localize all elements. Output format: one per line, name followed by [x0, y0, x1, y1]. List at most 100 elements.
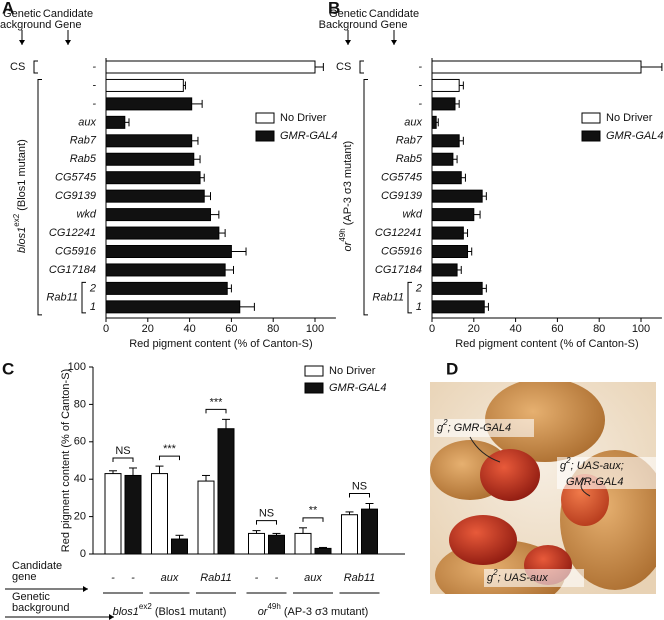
bar	[105, 78, 184, 92]
legend-swatch	[581, 112, 601, 124]
x-tick-label: 0	[103, 323, 109, 335]
x-tick-label: 80	[267, 323, 279, 335]
x-tick-label: 60	[551, 323, 563, 335]
arrow	[469, 436, 501, 463]
row-label: -	[418, 61, 422, 73]
row-label: gene	[12, 571, 36, 583]
control-label: CS	[336, 61, 351, 73]
photo-label-part: g	[437, 422, 444, 434]
row-label: aux	[404, 116, 422, 128]
row-label: CG5916	[55, 245, 97, 257]
background-label-part: (Blos1 mutant)	[152, 606, 227, 618]
row-label: 2	[89, 282, 96, 294]
bar	[151, 473, 168, 555]
bar	[105, 152, 195, 166]
photo-label-part: 2	[565, 456, 571, 465]
y-tick-label: 20	[74, 511, 86, 523]
background-label: blos1ex2 (Blos1 mutant)	[113, 602, 227, 618]
photo-label-part: ; UAS-aux;	[571, 460, 624, 472]
bar	[171, 538, 188, 555]
genotype-label: blos1ex2 (Blos1 mutant)	[12, 139, 28, 253]
bar	[105, 226, 220, 240]
row-label: Genetic	[12, 591, 50, 603]
bar	[105, 245, 232, 258]
bar	[105, 60, 316, 74]
group-label: Rab11	[46, 292, 78, 304]
row-label: CG9139	[55, 190, 96, 202]
panel-label: B	[328, 0, 340, 17]
row-label: -	[418, 79, 422, 91]
row-label: Rab5	[396, 153, 423, 165]
row-label: 1	[416, 301, 422, 313]
bar	[431, 189, 483, 203]
bar	[431, 263, 458, 277]
significance-bracket	[349, 493, 370, 498]
bar	[105, 208, 211, 222]
bracket	[359, 60, 364, 74]
background-label-part: 49h	[267, 602, 280, 611]
x-tick-label: 20	[468, 323, 480, 335]
x-tick-label: 80	[593, 323, 605, 335]
bar	[294, 532, 312, 555]
significance-label: **	[309, 505, 318, 517]
arrow	[580, 477, 591, 497]
bar	[431, 208, 475, 222]
significance-bracket	[205, 408, 227, 414]
photo-label: g2; UAS-aux	[487, 568, 548, 584]
bracket	[33, 60, 38, 74]
row-label: CG9139	[381, 190, 422, 202]
photo-label-part: g	[487, 572, 494, 584]
significance-bracket	[159, 455, 180, 461]
y-tick-label: 100	[68, 361, 86, 373]
significance-label: ***	[163, 443, 177, 455]
category-label: aux	[304, 572, 322, 584]
photo-label-part: ; GMR-GAL4	[448, 422, 512, 434]
row-label: -	[418, 98, 422, 110]
photo-label-part: 2	[442, 418, 448, 427]
bar	[314, 547, 332, 555]
genotype-label-part: (Blos1 mutant)	[16, 139, 28, 214]
bar	[105, 115, 126, 129]
bar	[104, 473, 122, 555]
x-tick-label: 0	[429, 323, 435, 335]
significance-bracket	[302, 517, 324, 522]
y-tick-label: 0	[80, 548, 86, 560]
legend-label: GMR-GAL4	[329, 382, 386, 394]
photo-label-part: ; UAS-aux	[498, 572, 549, 584]
row-label: -	[92, 98, 96, 110]
bar	[105, 263, 226, 277]
bracket	[37, 78, 42, 316]
row-label: wkd	[402, 209, 422, 221]
row-label: 2	[415, 282, 422, 294]
y-axis-label: Red pigment content (% of Canton-S)	[60, 369, 72, 552]
bar	[105, 189, 205, 203]
row-label: background	[12, 602, 70, 614]
row-label: CG5745	[381, 172, 423, 184]
row-label: -	[92, 61, 96, 73]
significance-label: NS	[352, 480, 367, 492]
column-header: Candidate	[369, 8, 419, 20]
bar	[268, 534, 285, 555]
bar	[105, 134, 193, 148]
legend-swatch	[304, 365, 324, 377]
bar	[431, 60, 642, 74]
genotype-label-part: (AP-3 σ3 mutant)	[342, 141, 354, 228]
row-label: 1	[90, 301, 96, 313]
x-axis-label: Red pigment content (% of Canton-S)	[129, 338, 312, 350]
legend-label: No Driver	[280, 112, 327, 124]
background-label-part: or	[258, 606, 269, 618]
column-header: Candidate	[43, 8, 93, 20]
panel-label: A	[2, 0, 14, 17]
bar	[431, 115, 437, 129]
column-header: Genetic	[329, 8, 367, 20]
background-label: or49h (AP-3 σ3 mutant)	[258, 602, 369, 618]
group-label: Rab11	[372, 292, 404, 304]
genotype-label-part: ex2	[12, 213, 21, 226]
photo-label-part: g	[560, 460, 567, 472]
x-tick-label: 100	[306, 323, 324, 335]
category-label: Rab11	[344, 572, 376, 584]
row-label: aux	[78, 116, 96, 128]
legend-swatch	[581, 130, 601, 142]
row-label: Candidate	[12, 560, 62, 572]
x-tick-label: 40	[183, 323, 195, 335]
